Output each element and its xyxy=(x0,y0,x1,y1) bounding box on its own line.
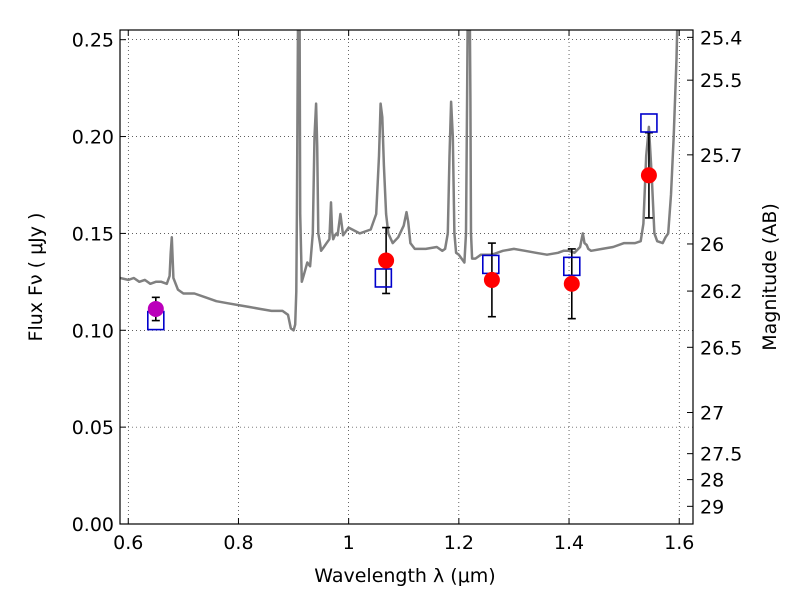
magnitude-tick-label: 26 xyxy=(700,234,724,256)
synthetic-photometry-marker xyxy=(562,256,581,277)
x-tick-label: 1 xyxy=(343,532,355,554)
observed-photometry-point xyxy=(147,300,164,317)
y-tick-label: 0.25 xyxy=(72,30,114,52)
magnitude-tick-label: 28 xyxy=(700,470,724,492)
axes-frame xyxy=(119,29,694,525)
x-tick-label: 1.2 xyxy=(444,532,474,554)
x-tick-label: 1.4 xyxy=(554,532,584,554)
synthetic-photometry-marker xyxy=(374,268,393,288)
observed-photometry-point xyxy=(563,275,580,292)
observed-photometry-point xyxy=(483,271,500,288)
magnitude-tick-label: 27.5 xyxy=(700,444,742,466)
plot-area xyxy=(120,30,679,332)
x-tick-label: 1.6 xyxy=(664,532,694,554)
magnitude-tick-label: 25.7 xyxy=(700,145,742,167)
magnitude-tick-label: 26.2 xyxy=(700,281,742,303)
x-tick-label: 0.6 xyxy=(113,532,143,554)
y-tick-label: 0.00 xyxy=(72,514,114,536)
x-axis-title: Wavelength λ (μm) xyxy=(314,565,495,587)
y-tick-label: 0.10 xyxy=(72,320,114,342)
magnitude-tick-label: 25.5 xyxy=(700,70,742,92)
magnitude-tick-label: 26.5 xyxy=(700,337,742,359)
observed-photometry-point xyxy=(640,167,657,184)
x-tick-label: 0.8 xyxy=(223,532,253,554)
y-tick-label: 0.20 xyxy=(72,127,114,149)
magnitude-tick-label: 27 xyxy=(700,403,724,425)
magnitude-tick-label: 29 xyxy=(700,496,724,518)
y-tick-label: 0.15 xyxy=(72,223,114,245)
ticks: 0.6 0.8 1 1.2 1.4 1.6 0.00 0.05 0.10 0.15 0.20 0.25… xyxy=(72,27,743,554)
y-tick-label: 0.05 xyxy=(72,417,114,439)
model-spectrum-line xyxy=(120,30,679,332)
axes xyxy=(119,29,694,525)
y-axis-title: Flux Fν ( μJy ) xyxy=(25,213,47,342)
magnitude-axis-title: Magnitude (AB) xyxy=(759,203,781,351)
synthetic-photometry-marker xyxy=(640,113,658,133)
observed-photometry-point xyxy=(378,252,395,269)
magnitude-tick-label: 25.4 xyxy=(700,27,742,49)
